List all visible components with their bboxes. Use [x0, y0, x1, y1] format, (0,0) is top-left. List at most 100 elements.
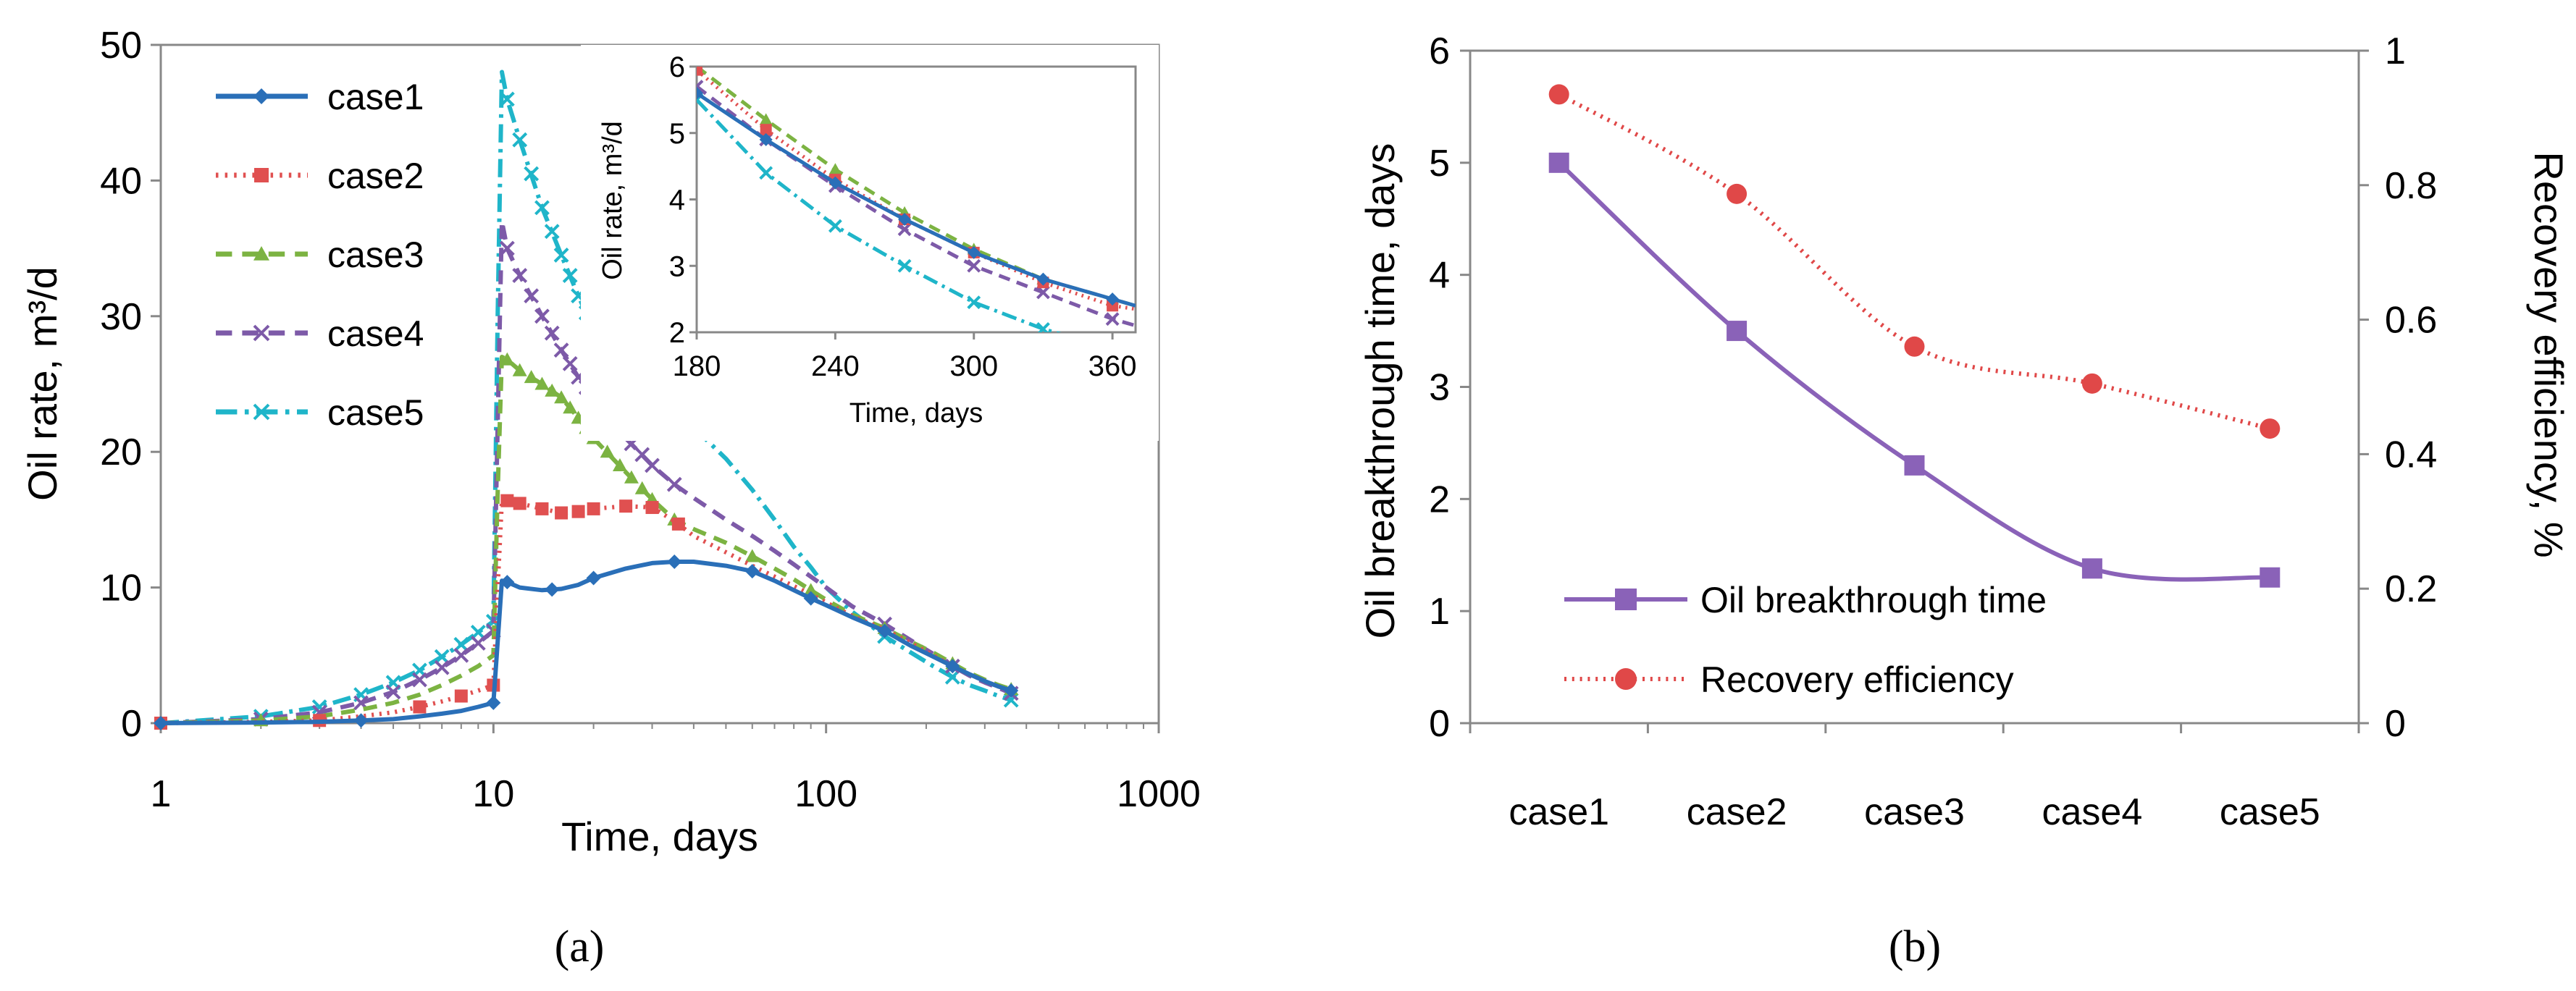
panel-a-case5-point [499, 91, 515, 107]
inset-axes: 2 3 4 5 6 180 240 300 360 [669, 51, 1137, 382]
panel-a-case4-point [524, 288, 540, 304]
panel-a-y-tick-label: 30 [100, 296, 142, 338]
panel-a-case1-point [545, 582, 560, 597]
inset-case2-point [697, 67, 702, 76]
legend-case2-point [254, 168, 269, 182]
panel-a-legend: case1 case2 case3 case4 case5 [216, 77, 424, 433]
inset-case4-point [897, 222, 912, 237]
legend-case5-marker [253, 403, 270, 421]
panel-a-y-tick-label: 10 [100, 568, 142, 610]
panel-a-case4-point [434, 659, 450, 675]
inset-case4-point [967, 258, 981, 273]
panel-b-category-label: case4 [2042, 791, 2143, 833]
legend-panel-b-series-1-point [1615, 589, 1637, 610]
legend-oil-breakthrough-marker [1615, 589, 1637, 610]
panel-a-case3-point [524, 370, 539, 384]
panel-a-case4-point [666, 476, 682, 492]
inset-case1-point [1106, 292, 1120, 306]
inset-case5-point [828, 219, 842, 233]
panel-b-legend: Oil breakthrough time Recovery efficienc… [1564, 580, 2047, 700]
legend-recovery-efficiency-marker [1615, 668, 1637, 690]
panel-a-case4-point [412, 672, 427, 688]
panel-b-axes: 0 1 2 3 4 5 6 0 0.2 0.4 0.6 0.8 1 case1 case2 case3 case… [1429, 30, 2437, 833]
inset-series [697, 67, 1136, 332]
inset-y-tick-label: 6 [669, 51, 685, 83]
legend-recovery-efficiency-label: Recovery efficiency [1700, 659, 2014, 700]
legend-case1-point [253, 88, 269, 104]
inset-case1-point [967, 245, 981, 259]
panel-b-right-tick-label: 0 [2385, 703, 2406, 745]
panel-a-case3-point [534, 376, 550, 390]
legend-case4-label: case4 [327, 313, 424, 354]
inset-x-tick-label: 300 [949, 350, 998, 382]
panel-a-case4-point [544, 325, 560, 341]
legend-case4-marker [253, 324, 270, 342]
panel-b-right-tick-label: 0.2 [2385, 568, 2437, 610]
panel-a-x-tick-label: 10 [472, 773, 514, 815]
panel-a-case3-point [612, 457, 627, 471]
legend-panel-b-series-2-point [1615, 668, 1637, 690]
panel-b-series-2-point [1727, 183, 1748, 204]
panel-b-caption: (b) [1889, 922, 1941, 971]
panel-a-y-tick-label: 50 [100, 25, 142, 67]
panel-b-series-2-point [1548, 84, 1569, 105]
panel-a-case5-point [553, 248, 569, 263]
inset-y-tick-label: 4 [669, 185, 685, 216]
inset-case1-point [1036, 272, 1050, 286]
panel-a-case2-point [535, 502, 549, 515]
panel-a-case3-point [600, 444, 615, 458]
panel-a-case4-point [534, 308, 550, 324]
inset-case4-point [1036, 285, 1050, 300]
panel-a-series-case4-line [160, 219, 1012, 725]
panel-a-case4-point [385, 684, 401, 700]
legend-case5-label: case5 [327, 392, 424, 433]
panel-b-category-label: case1 [1509, 791, 1609, 833]
panel-a-case4-point [512, 268, 528, 283]
panel-a-case2-point [587, 502, 600, 515]
legend-entry-case1: case1 [216, 77, 424, 117]
panel-b-left-tick-label: 4 [1429, 255, 1450, 297]
panel-b-left-tick-label: 2 [1429, 478, 1450, 520]
panel-b-category-label: case5 [2220, 791, 2320, 833]
panel-a-case1-point [586, 570, 601, 586]
inset-background [581, 45, 1159, 441]
inset-series-case1-line [697, 91, 1136, 308]
panel-a-series-case3-line [160, 355, 1012, 725]
panel-b-series-1-point [1727, 321, 1748, 342]
panel-a-case3-point [563, 400, 578, 414]
panel-a-x-axis-label: Time, days [561, 814, 758, 859]
inset-case5-point [759, 166, 773, 180]
panel-a-case3-point [624, 470, 639, 484]
panel-b-series-1-point [2260, 567, 2281, 588]
inset-series-group [697, 67, 1136, 332]
panel-a-case3-point [634, 481, 650, 494]
inset-case1-point [697, 86, 703, 100]
panel-a-case2-point [671, 517, 685, 531]
legend-case1-label: case1 [327, 77, 424, 117]
panel-a-case2-point [645, 501, 659, 515]
legend-entry-recovery-efficiency: Recovery efficiency [1564, 659, 2014, 700]
panel-b-left-tick-label: 1 [1429, 591, 1450, 633]
legend-case2-marker [254, 168, 269, 182]
panel-a-case3-point [500, 352, 515, 366]
panel-a-case4-point [499, 240, 515, 256]
panel-a-case1-point [744, 564, 760, 579]
panel-a-y-tick-label: 20 [100, 431, 142, 473]
inset-series-case3-line [697, 67, 1136, 308]
inset-case5-point [967, 295, 981, 310]
inset-case4-point [1105, 312, 1120, 326]
inset-y-axis-label: Oil rate, m³/d [597, 121, 628, 280]
panel-a-case4-point [453, 647, 469, 663]
panel-a-case5-point [944, 669, 960, 685]
legend-entry-case2: case2 [216, 156, 424, 196]
panel-b-right-tick-label: 0.8 [2385, 165, 2437, 207]
panel-b-left-tick-label: 5 [1429, 143, 1450, 185]
panel-a-case3-point [512, 363, 527, 376]
panel-b-series-2-point [1904, 336, 1925, 357]
panel-b-right-axis-label: Recovery efficiency, % [2526, 151, 2572, 557]
panel-a-y-tick-label: 0 [121, 703, 142, 745]
inset-x-tick-label: 240 [811, 350, 860, 382]
panel-a-case2-point [619, 499, 633, 513]
